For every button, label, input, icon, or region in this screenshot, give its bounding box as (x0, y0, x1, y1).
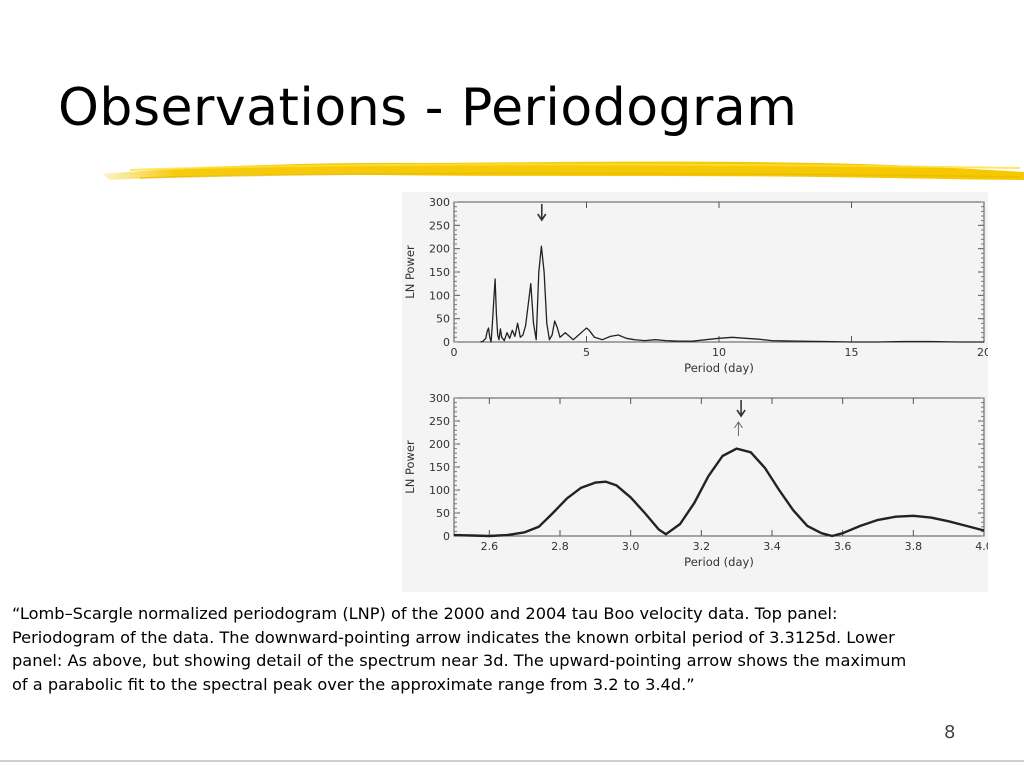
x-tick-label: 20 (977, 346, 988, 359)
x-tick-label: 10 (712, 346, 726, 359)
y-tick-label: 0 (443, 336, 450, 349)
y-tick-label: 50 (436, 507, 450, 520)
chart-panel-2: 0 50 100 150 200 250 300 2.6 2.8 3.0 3.2 3.4 3.6 3.8 4… (403, 392, 988, 569)
y-tick-label: 250 (429, 415, 450, 428)
x-axis-title: Period (day) (684, 361, 754, 375)
series-line (480, 245, 984, 343)
x-tick-label: 2.6 (481, 540, 499, 553)
x-tick-label: 3.0 (622, 540, 640, 553)
x-tick-label: 3.6 (834, 540, 852, 553)
y-axis-title: LN Power (403, 245, 417, 299)
page-number: 8 (944, 722, 956, 743)
series-line (453, 447, 985, 538)
x-tick-label: 2.8 (551, 540, 569, 553)
slide-title: Observations - Periodogram (58, 78, 798, 138)
down-arrow-icon (736, 409, 746, 418)
figure-caption: “Lomb–Scargle normalized periodogram (LN… (12, 604, 907, 694)
title-underline (102, 161, 1024, 180)
x-tick-label: 3.2 (693, 540, 711, 553)
y-tick-label: 200 (429, 438, 450, 451)
y-tick-label: 300 (429, 392, 450, 405)
y-tick-label: 100 (429, 484, 450, 497)
x-tick-label: 5 (583, 346, 590, 359)
x-axis-title: Period (day) (684, 555, 754, 569)
y-tick-label: 0 (443, 530, 450, 543)
x-tick-label: 0 (451, 346, 458, 359)
periodogram-figure: 0 50 100 150 200 250 300 0 5 10 15 20 Period (day) LN… (402, 192, 988, 592)
y-tick-label: 150 (429, 461, 450, 474)
y-tick-label: 100 (429, 289, 450, 302)
chart-panel-1: 0 50 100 150 200 250 300 0 5 10 15 20 Period (day) LN… (403, 196, 988, 375)
up-arrow-icon (734, 421, 743, 429)
x-tick-label: 4.0 (975, 540, 988, 553)
x-tick-label: 3.8 (905, 540, 923, 553)
x-tick-label: 15 (845, 346, 859, 359)
y-tick-label: 50 (436, 313, 450, 326)
periodogram-charts: 0 50 100 150 200 250 300 0 5 10 15 20 Period (day) LN… (403, 196, 988, 569)
y-tick-label: 300 (429, 196, 450, 209)
down-arrow-icon (537, 213, 547, 222)
y-tick-label: 250 (429, 219, 450, 232)
x-tick-label: 3.4 (763, 540, 781, 553)
footer-divider (0, 760, 1024, 762)
y-axis-title: LN Power (403, 440, 417, 494)
y-tick-label: 150 (429, 266, 450, 279)
y-tick-label: 200 (429, 243, 450, 256)
